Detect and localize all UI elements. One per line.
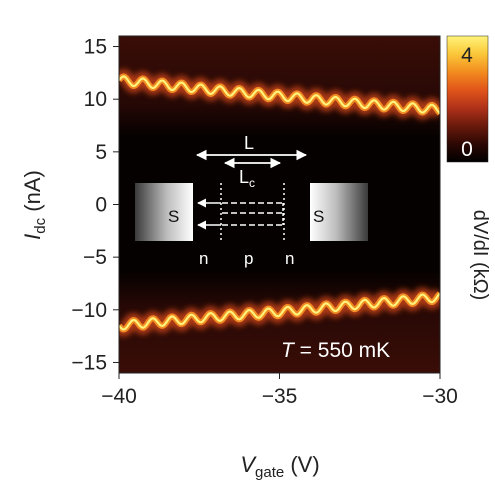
y-axis-ticks: 15 10 5 0 −5 −10 −15 [71, 36, 119, 374]
x-tick-label: −35 [262, 385, 298, 408]
length-cavity-label: Lc [239, 167, 255, 190]
y-tick-label: 5 [95, 141, 107, 164]
y-tick-label: 0 [95, 194, 107, 217]
x-tick-label: −40 [101, 385, 137, 408]
region-label-left: n [199, 249, 208, 268]
upper-ridge-core [119, 75, 440, 115]
x-tick-label: −30 [422, 385, 458, 408]
x-axis-label: Vgate (V) [240, 452, 319, 481]
temperature-annotation: T = 550 mK [281, 339, 390, 362]
right-contact-label: S [313, 207, 324, 226]
y-tick-label: −5 [83, 246, 107, 269]
heatmap-plot: S S L Lc n p n T = 550 mK [119, 36, 440, 373]
lower-ridge-core [119, 292, 440, 331]
y-tick-label: −15 [71, 351, 107, 374]
colorbar: 4 0 dV/dI (kΩ) [446, 35, 491, 301]
right-contact [310, 183, 368, 241]
region-label-right: n [285, 249, 294, 268]
y-axis-label: Idc (nA) [20, 170, 49, 240]
upper-ridge [119, 69, 440, 120]
lower-ridge [119, 287, 440, 337]
colorbar-min-label: 0 [461, 138, 473, 161]
colorbar-max-label: 4 [461, 44, 473, 67]
length-total-label: L [244, 133, 254, 153]
left-contact-label: S [168, 207, 179, 226]
y-tick-label: 10 [84, 88, 107, 111]
left-contact [135, 183, 193, 241]
y-tick-label: 15 [84, 36, 107, 59]
x-axis-ticks: −40 −35 −30 [101, 373, 458, 408]
colorbar-gradient [446, 35, 489, 163]
colorbar-title: dV/dI (kΩ) [469, 210, 491, 301]
y-tick-label: −10 [71, 299, 107, 322]
region-label-middle: p [244, 249, 253, 268]
device-inset: S S L Lc n p n [135, 133, 368, 268]
